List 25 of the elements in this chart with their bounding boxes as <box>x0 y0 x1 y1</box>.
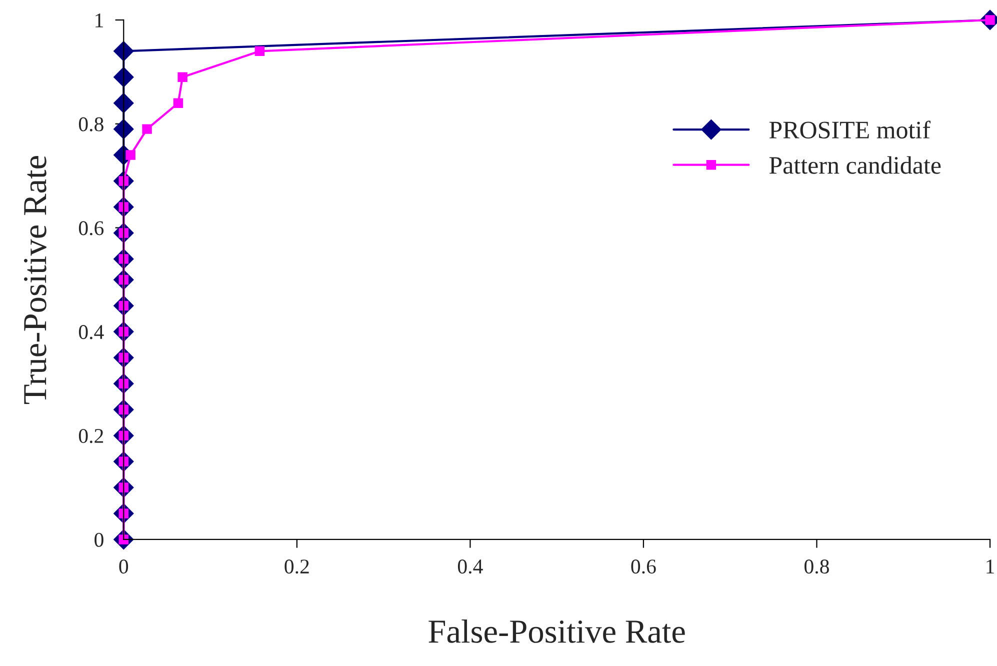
legend-label: Pattern candidate <box>769 156 941 174</box>
x-tick-label: 0.8 <box>804 560 829 574</box>
point <box>142 124 152 134</box>
point <box>114 67 134 88</box>
point <box>254 46 265 56</box>
point <box>173 98 184 108</box>
y-tick-label: 0.8 <box>78 117 104 132</box>
y-tick-label: 0.4 <box>78 325 104 340</box>
x-tick-label: 0.4 <box>458 560 483 574</box>
legend-label: PROSITE motif <box>769 120 930 139</box>
point <box>114 93 134 114</box>
point <box>114 119 134 140</box>
point <box>178 72 188 82</box>
y-tick-label: 0 <box>94 532 104 547</box>
x-tick-label: 0.2 <box>284 560 309 574</box>
point <box>126 150 136 160</box>
x-tick-label: 0 <box>119 560 128 574</box>
x-tick-label: 1 <box>986 560 994 574</box>
y-tick-label: 0.6 <box>78 221 104 236</box>
x-tick-label: 0.6 <box>631 560 656 574</box>
point <box>114 41 134 62</box>
x-axis-title: False-Positive Rate <box>428 619 685 643</box>
y-tick-label: 0.2 <box>78 428 104 444</box>
y-axis-title: True-Positive Rate <box>24 156 46 404</box>
y-tick-label: 1 <box>96 13 103 28</box>
